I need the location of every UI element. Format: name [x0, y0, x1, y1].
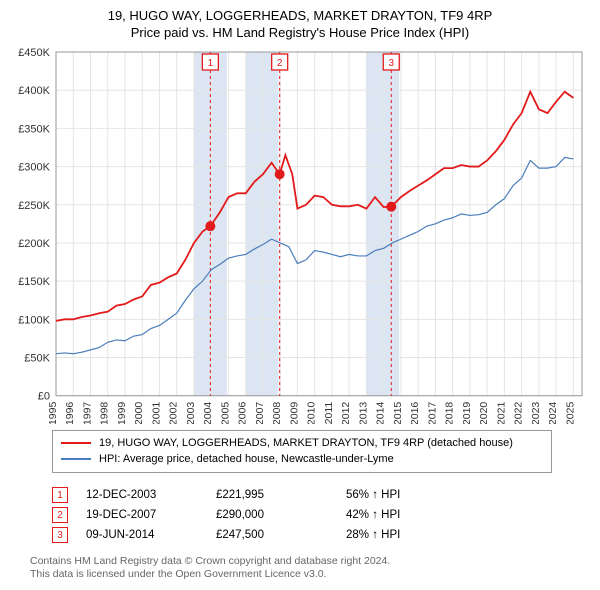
legend-item: HPI: Average price, detached house, Newc… [61, 451, 543, 468]
x-tick-label: 2020 [478, 402, 490, 424]
x-tick-label: 2001 [150, 402, 162, 424]
marker-badge-text: 1 [208, 58, 214, 69]
marker-dot [205, 221, 215, 231]
transaction-price: £247,500 [216, 529, 346, 541]
plot-border [56, 52, 582, 396]
transaction-badge: 3 [52, 527, 68, 543]
x-tick-label: 2003 [185, 402, 197, 424]
marker-dot [386, 202, 396, 212]
transaction-date: 12-DEC-2003 [86, 489, 216, 501]
x-tick-label: 2010 [306, 402, 318, 424]
y-tick-label: £400K [18, 85, 50, 97]
footer-attribution: Contains HM Land Registry data © Crown c… [30, 555, 588, 582]
y-tick-label: £100K [18, 314, 50, 326]
x-tick-label: 2017 [426, 402, 438, 424]
x-tick-label: 1998 [99, 402, 111, 424]
x-tick-label: 1997 [81, 402, 93, 424]
x-tick-label: 2025 [564, 402, 576, 424]
title-address: 19, HUGO WAY, LOGGERHEADS, MARKET DRAYTO… [12, 8, 588, 23]
title-block: 19, HUGO WAY, LOGGERHEADS, MARKET DRAYTO… [12, 8, 588, 46]
y-tick-label: £350K [18, 123, 50, 135]
chart-svg: £0 £50K £100K £150K £200K £250K £300K £350K £400… [12, 46, 588, 424]
footer-line1: Contains HM Land Registry data © Crown c… [30, 555, 588, 569]
x-tick-label: 1999 [116, 402, 128, 424]
x-tick-label: 2023 [530, 402, 542, 424]
shaded-band [246, 52, 279, 396]
x-tick-label: 2009 [288, 402, 300, 424]
legend-swatch [61, 442, 91, 444]
legend-label: 19, HUGO WAY, LOGGERHEADS, MARKET DRAYTO… [99, 435, 513, 452]
transaction-date: 09-JUN-2014 [86, 529, 216, 541]
x-tick-label: 2012 [340, 402, 352, 424]
transactions-table: 1 12-DEC-2003£221,99556% ↑ HPI 2 19-DEC-200… [52, 483, 552, 547]
x-tick-label: 2002 [168, 402, 180, 424]
shaded-band [366, 52, 399, 396]
y-tick-label: £250K [18, 200, 50, 212]
transaction-date: 19-DEC-2007 [86, 509, 216, 521]
x-tick-label: 1996 [64, 402, 76, 424]
x-tick-label: 2006 [237, 402, 249, 424]
x-tick-label: 2005 [219, 402, 231, 424]
x-tick-label: 2008 [271, 402, 283, 424]
chart-container: 19, HUGO WAY, LOGGERHEADS, MARKET DRAYTO… [0, 0, 600, 590]
transaction-pct: 42% ↑ HPI [346, 509, 466, 521]
y-tick-label: £450K [18, 47, 50, 59]
x-tick-label: 2018 [444, 402, 456, 424]
x-tick-label: 2014 [375, 402, 387, 424]
y-tick-label: £150K [18, 276, 50, 288]
chart-area: £0 £50K £100K £150K £200K £250K £300K £350K £400… [12, 46, 588, 424]
transaction-price: £290,000 [216, 509, 346, 521]
transaction-price: £221,995 [216, 489, 346, 501]
marker-dot [275, 169, 285, 179]
transaction-badge: 2 [52, 507, 68, 523]
legend-item: 19, HUGO WAY, LOGGERHEADS, MARKET DRAYTO… [61, 435, 543, 452]
x-tick-label: 2022 [513, 402, 525, 424]
y-tick-label: £200K [18, 238, 50, 250]
x-tick-label: 2013 [357, 402, 369, 424]
transaction-badge: 1 [52, 487, 68, 503]
marker-badge-text: 3 [388, 58, 394, 69]
transaction-row: 1 12-DEC-2003£221,99556% ↑ HPI [52, 487, 552, 503]
x-tick-label: 2021 [495, 402, 507, 424]
transaction-row: 2 19-DEC-2007£290,00042% ↑ HPI [52, 507, 552, 523]
legend-label: HPI: Average price, detached house, Newc… [99, 451, 394, 468]
x-tick-label: 2007 [254, 402, 266, 424]
title-subtitle: Price paid vs. HM Land Registry's House … [12, 25, 588, 40]
transaction-pct: 28% ↑ HPI [346, 529, 466, 541]
marker-badge-text: 2 [277, 58, 283, 69]
y-tick-label: £50K [24, 353, 50, 365]
x-tick-label: 1995 [47, 402, 59, 424]
legend-swatch [61, 458, 91, 460]
x-tick-label: 2019 [461, 402, 473, 424]
footer-line2: This data is licensed under the Open Gov… [30, 568, 588, 582]
x-tick-label: 2015 [392, 402, 404, 424]
y-tick-label: £0 [38, 391, 50, 403]
transaction-row: 3 09-JUN-2014£247,50028% ↑ HPI [52, 527, 552, 543]
x-tick-label: 2024 [547, 402, 559, 424]
y-tick-label: £300K [18, 162, 50, 174]
x-tick-label: 2000 [133, 402, 145, 424]
x-tick-label: 2011 [323, 402, 335, 424]
transaction-pct: 56% ↑ HPI [346, 489, 466, 501]
x-tick-label: 2004 [202, 402, 214, 424]
x-tick-label: 2016 [409, 402, 421, 424]
legend: 19, HUGO WAY, LOGGERHEADS, MARKET DRAYTO… [52, 430, 552, 473]
